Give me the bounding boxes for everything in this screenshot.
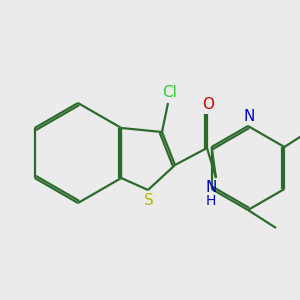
Text: S: S (144, 193, 154, 208)
Text: Cl: Cl (163, 85, 177, 100)
Text: O: O (202, 97, 214, 112)
Text: N: N (205, 180, 217, 195)
Text: N: N (243, 109, 255, 124)
Text: H: H (206, 194, 216, 208)
